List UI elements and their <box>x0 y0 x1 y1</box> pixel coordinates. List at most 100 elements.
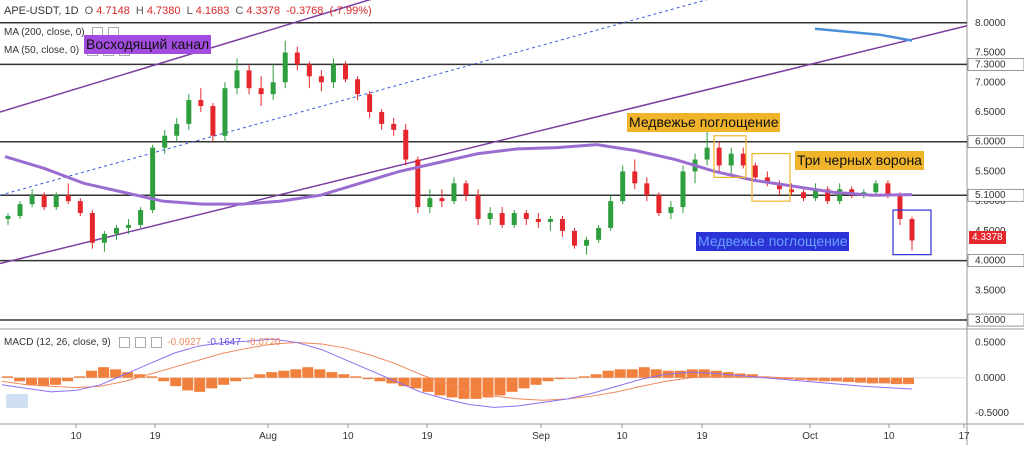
macd-hist-bar <box>194 377 206 392</box>
macd-hist-bar <box>50 377 62 385</box>
time-tick-label: Oct <box>802 431 818 442</box>
settings-icon[interactable] <box>134 337 146 348</box>
time-tick-label: 10 <box>616 431 628 442</box>
annotation-ascending-channel[interactable]: Восходящий канал <box>84 35 212 54</box>
macd-hist-bar <box>410 377 422 389</box>
candle-body <box>644 183 650 196</box>
candle-body <box>463 183 469 196</box>
header-row-macd[interactable]: MACD (12, 26, close, 9) -0.0927 -0.1647 … <box>4 337 284 348</box>
candle-body <box>559 218 565 231</box>
candle-body <box>704 147 710 160</box>
candle-body <box>499 213 505 225</box>
time-tick-label: Sep <box>532 431 550 442</box>
candle-body <box>752 165 758 178</box>
symbol-label[interactable]: APE-USDT, 1D <box>4 5 79 17</box>
annotation-three-crows[interactable]: Три черных ворона <box>795 151 924 170</box>
macd-hist-bar <box>122 372 134 378</box>
candle-body <box>138 210 144 225</box>
candle-body <box>126 224 132 228</box>
macd-label: MACD (12, 26, close, 9) <box>4 337 111 349</box>
candle-body <box>318 76 324 83</box>
high-value: 4.7380 <box>146 5 181 17</box>
macd-hist-bar <box>98 367 110 378</box>
macd-hist-bar <box>602 370 614 378</box>
level-tag-box <box>967 58 1024 71</box>
candle-body <box>174 123 180 136</box>
time-tick-label: 19 <box>421 431 433 442</box>
candle-body <box>596 227 602 240</box>
close-label: C <box>235 5 244 17</box>
time-tick-label: 10 <box>70 431 82 442</box>
candle-body <box>89 213 95 243</box>
macd-hist-bar <box>614 369 626 378</box>
price-tick-label: 8.0000 <box>975 18 1006 29</box>
pattern-box-engulf-1 <box>713 135 747 178</box>
candle-body <box>17 204 23 217</box>
ma50-line <box>4 143 913 206</box>
macd-hist-bar <box>62 377 74 382</box>
macd-hist-bar <box>278 370 290 378</box>
macd-hist-bar <box>494 377 506 396</box>
candle-body <box>113 227 119 234</box>
candle-body <box>330 64 336 83</box>
chart-logo-icon <box>6 394 28 408</box>
macd-hist-bar <box>446 377 458 398</box>
candle-body <box>776 183 782 190</box>
macd-hist-bar <box>134 374 146 378</box>
price-tick-label: 6.5000 <box>975 107 1006 118</box>
macd-hist-bar <box>854 377 866 383</box>
price-tick-label: 5.0000 <box>975 196 1006 207</box>
candle-body <box>101 233 107 243</box>
low-value: 4.1683 <box>195 5 230 17</box>
level-tag-box <box>967 135 1024 148</box>
macd-signal-value: -0.0720 <box>246 337 281 349</box>
candle-body <box>258 88 264 95</box>
candle-body <box>150 147 156 211</box>
candle-body <box>584 239 590 246</box>
macd-hist-bar <box>398 377 410 387</box>
candle-body <box>788 189 794 193</box>
annotation-bear-engulf-1[interactable]: Медвежье поглощение <box>627 113 781 132</box>
candle-body <box>5 216 11 219</box>
open-label: O <box>84 5 94 17</box>
candle-body <box>427 198 433 208</box>
level-tag-label: 7.3000 <box>975 59 1006 70</box>
pattern-box-three-crows <box>751 152 791 202</box>
close-value: 4.3378 <box>246 5 281 17</box>
channel-upper-line <box>0 0 372 113</box>
macd-hist-bar <box>890 377 902 385</box>
time-tick-label: 19 <box>696 431 708 442</box>
macd-hist-bar <box>146 376 158 378</box>
candle-body <box>41 195 47 208</box>
ma50-label: MA (50, close, 0) <box>4 45 80 57</box>
macd-hist-bar <box>182 377 194 391</box>
candle-body <box>294 52 300 65</box>
candle-body <box>825 189 831 202</box>
candle-body <box>716 147 722 166</box>
macd-hist-bar <box>866 377 878 384</box>
last-price-tag: 4.3378 <box>969 231 1006 244</box>
low-label: L <box>186 5 193 17</box>
annotation-bear-engulf-2[interactable]: Медвежье поглощение <box>696 232 850 251</box>
candle-body <box>547 218 553 222</box>
eye-icon[interactable] <box>118 337 130 348</box>
candle-body <box>77 201 83 214</box>
level-tag-label: 6.0000 <box>975 137 1006 148</box>
candle-body <box>379 111 385 124</box>
time-tick-label: 10 <box>883 431 895 442</box>
open-value: 4.7148 <box>96 5 130 17</box>
macd-hist-bar <box>830 377 842 382</box>
macd-hist-bar <box>686 369 698 378</box>
pattern-box-engulf-2 <box>892 209 932 256</box>
close-icon[interactable] <box>150 337 162 348</box>
candle-body <box>270 82 276 95</box>
time-tick-label: 10 <box>342 431 354 442</box>
macd-hist-bar <box>782 377 794 380</box>
macd-hist-bar <box>302 367 314 378</box>
macd-hist-bar <box>38 377 50 387</box>
macd-hist-bar <box>638 367 650 378</box>
macd-hist-bar <box>290 369 302 378</box>
macd-hist-bar <box>554 377 566 380</box>
